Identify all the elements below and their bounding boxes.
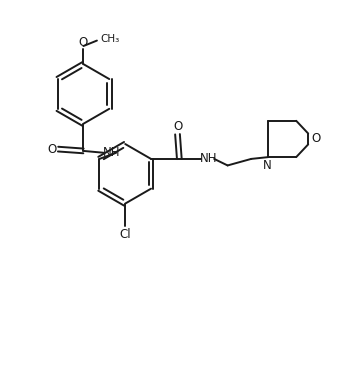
Text: N: N [263, 159, 272, 172]
Text: O: O [173, 120, 182, 134]
Text: NH: NH [200, 153, 217, 165]
Text: CH₃: CH₃ [100, 34, 119, 44]
Text: O: O [311, 132, 321, 145]
Text: O: O [79, 36, 88, 49]
Text: Cl: Cl [119, 228, 131, 241]
Text: O: O [47, 142, 56, 156]
Text: NH: NH [103, 146, 121, 159]
